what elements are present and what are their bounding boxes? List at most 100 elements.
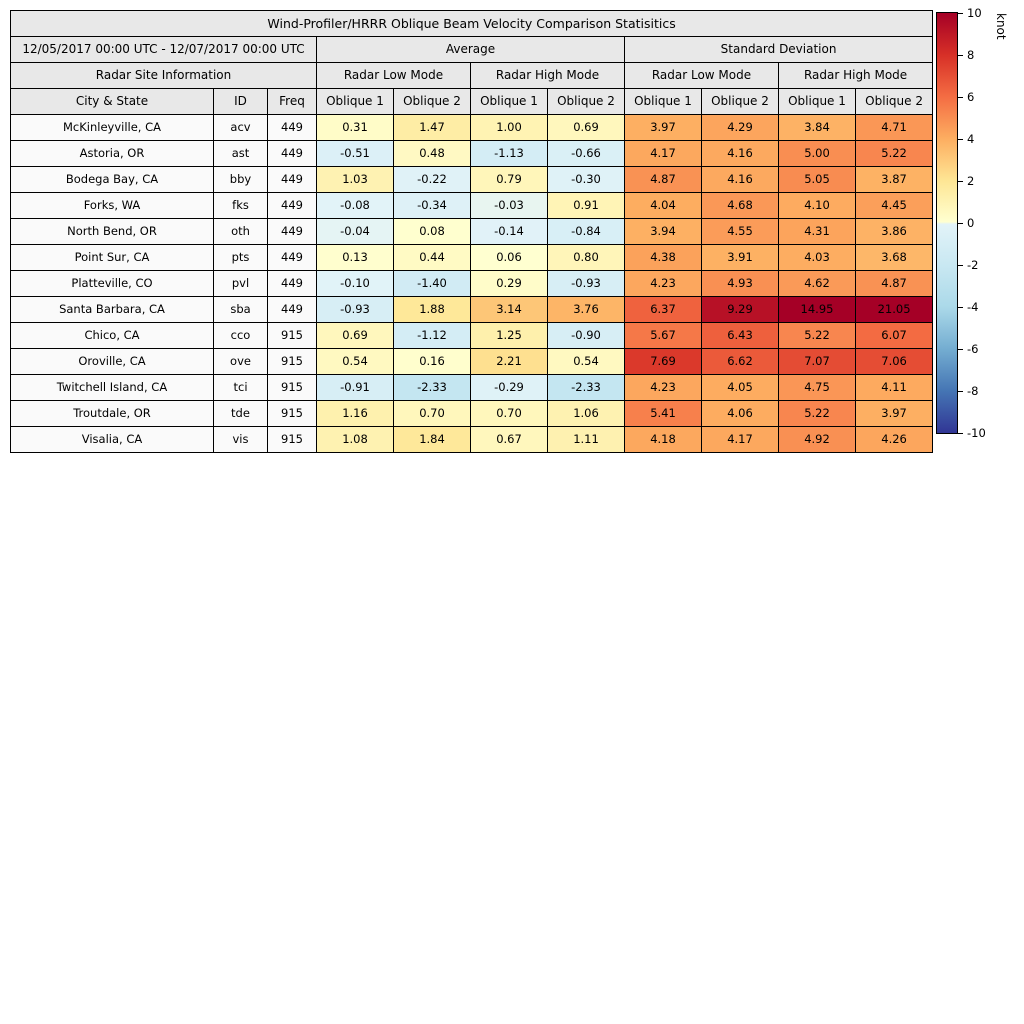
value-cell: -0.93 bbox=[316, 296, 394, 323]
freq-cell: 449 bbox=[267, 296, 317, 323]
city-cell: McKinleyville, CA bbox=[10, 114, 214, 141]
value-cell: -0.29 bbox=[470, 374, 548, 401]
colorbar-tick bbox=[958, 13, 963, 14]
value-cell: 0.91 bbox=[547, 192, 625, 219]
city-cell: Astoria, OR bbox=[10, 140, 214, 167]
value-cell: 14.95 bbox=[778, 296, 856, 323]
colorbar-tick bbox=[958, 349, 963, 350]
freq-cell: 449 bbox=[267, 166, 317, 193]
value-cell: 1.84 bbox=[393, 426, 471, 453]
city-cell: Visalia, CA bbox=[10, 426, 214, 453]
value-cell: 3.84 bbox=[778, 114, 856, 141]
chart-title: Wind-Profiler/HRRR Oblique Beam Velocity… bbox=[9, 10, 934, 37]
value-cell: 6.37 bbox=[624, 296, 702, 323]
city-cell: Forks, WA bbox=[10, 192, 214, 219]
value-cell: 4.29 bbox=[701, 114, 779, 141]
city-cell: Point Sur, CA bbox=[10, 244, 214, 271]
column-header-oblique: Oblique 2 bbox=[547, 88, 625, 115]
value-cell: 4.55 bbox=[701, 218, 779, 245]
city-cell: Santa Barbara, CA bbox=[10, 296, 214, 323]
site-id-cell: sba bbox=[213, 296, 268, 323]
city-cell: Chico, CA bbox=[10, 322, 214, 349]
freq-cell: 449 bbox=[267, 244, 317, 271]
column-header-oblique: Oblique 2 bbox=[854, 88, 934, 115]
column-header-oblique: Oblique 2 bbox=[393, 88, 471, 115]
colorbar-tick-label: 10 bbox=[967, 6, 982, 20]
colorbar bbox=[936, 12, 958, 434]
site-id-cell: pvl bbox=[213, 270, 268, 297]
value-cell: 1.88 bbox=[393, 296, 471, 323]
value-cell: 3.97 bbox=[624, 114, 702, 141]
group-header-row: 12/05/2017 00:00 UTC - 12/07/2017 00:00 … bbox=[10, 36, 934, 63]
value-cell: 0.13 bbox=[316, 244, 394, 271]
column-header-city: City & State bbox=[10, 88, 214, 115]
freq-cell: 449 bbox=[267, 192, 317, 219]
value-cell: -0.22 bbox=[393, 166, 471, 193]
colorbar-tick-label: -10 bbox=[967, 426, 986, 440]
table-row: McKinleyville, CA acv 449 0.31 1.47 1.00 0.69 3… bbox=[10, 114, 934, 141]
city-cell: Twitchell Island, CA bbox=[10, 374, 214, 401]
table-row: Twitchell Island, CA tci 915 -0.91 -2.33 -0.2… bbox=[10, 374, 934, 401]
value-cell: 0.48 bbox=[393, 140, 471, 167]
colorbar-tick bbox=[958, 181, 963, 182]
value-cell: 21.05 bbox=[854, 296, 934, 323]
colorbar-tick bbox=[958, 55, 963, 56]
city-cell: Oroville, CA bbox=[10, 348, 214, 375]
site-id-cell: fks bbox=[213, 192, 268, 219]
value-cell: 3.14 bbox=[470, 296, 548, 323]
value-cell: 5.00 bbox=[778, 140, 856, 167]
value-cell: 0.16 bbox=[393, 348, 471, 375]
table-row: Forks, WA fks 449 -0.08 -0.34 -0.03 0.91 4.04 4.… bbox=[10, 192, 934, 219]
table-row: Astoria, OR ast 449 -0.51 0.48 -1.13 -0.66 4.17… bbox=[10, 140, 934, 167]
value-cell: 4.75 bbox=[778, 374, 856, 401]
group-header-standard-deviation: Standard Deviation bbox=[623, 36, 934, 63]
city-cell: Bodega Bay, CA bbox=[10, 166, 214, 193]
column-header-oblique: Oblique 1 bbox=[470, 88, 548, 115]
value-cell: 9.29 bbox=[701, 296, 779, 323]
value-cell: 1.06 bbox=[547, 400, 625, 427]
colorbar-tick bbox=[958, 223, 963, 224]
value-cell: 5.41 bbox=[624, 400, 702, 427]
column-header-oblique: Oblique 2 bbox=[701, 88, 779, 115]
value-cell: 4.16 bbox=[701, 166, 779, 193]
freq-cell: 915 bbox=[267, 374, 317, 401]
value-cell: 0.80 bbox=[547, 244, 625, 271]
colorbar-tick-label: 0 bbox=[967, 216, 975, 230]
value-cell: -0.34 bbox=[393, 192, 471, 219]
value-cell: 0.54 bbox=[316, 348, 394, 375]
value-cell: -0.93 bbox=[547, 270, 625, 297]
mode-header-avg-high: Radar High Mode bbox=[470, 62, 625, 89]
colorbar-unit-label: knot bbox=[994, 13, 1008, 40]
value-cell: -1.12 bbox=[393, 322, 471, 349]
value-cell: 0.79 bbox=[470, 166, 548, 193]
freq-cell: 449 bbox=[267, 114, 317, 141]
table-row: Point Sur, CA pts 449 0.13 0.44 0.06 0.80 4.38 3… bbox=[10, 244, 934, 271]
value-cell: 7.07 bbox=[778, 348, 856, 375]
value-cell: -0.10 bbox=[316, 270, 394, 297]
value-cell: 4.10 bbox=[778, 192, 856, 219]
value-cell: 0.69 bbox=[316, 322, 394, 349]
value-cell: 6.43 bbox=[701, 322, 779, 349]
freq-cell: 449 bbox=[267, 140, 317, 167]
value-cell: 4.87 bbox=[854, 270, 934, 297]
value-cell: -0.91 bbox=[316, 374, 394, 401]
value-cell: 0.70 bbox=[393, 400, 471, 427]
colorbar-tick-label: 2 bbox=[967, 174, 975, 188]
value-cell: 3.94 bbox=[624, 218, 702, 245]
colorbar-tick-label: -6 bbox=[967, 342, 979, 356]
value-cell: 1.03 bbox=[316, 166, 394, 193]
value-cell: 4.06 bbox=[701, 400, 779, 427]
colorbar-tick bbox=[958, 139, 963, 140]
value-cell: -0.08 bbox=[316, 192, 394, 219]
site-id-cell: cco bbox=[213, 322, 268, 349]
value-cell: 7.06 bbox=[854, 348, 934, 375]
mode-header-std-high: Radar High Mode bbox=[777, 62, 934, 89]
colorbar-tick-label: -4 bbox=[967, 300, 979, 314]
mode-header-std-low: Radar Low Mode bbox=[624, 62, 779, 89]
value-cell: 6.62 bbox=[701, 348, 779, 375]
value-cell: -1.13 bbox=[470, 140, 548, 167]
value-cell: 5.05 bbox=[778, 166, 856, 193]
site-id-cell: vis bbox=[213, 426, 268, 453]
value-cell: -2.33 bbox=[393, 374, 471, 401]
table-row: Santa Barbara, CA sba 449 -0.93 1.88 3.14 3.76… bbox=[10, 296, 934, 323]
